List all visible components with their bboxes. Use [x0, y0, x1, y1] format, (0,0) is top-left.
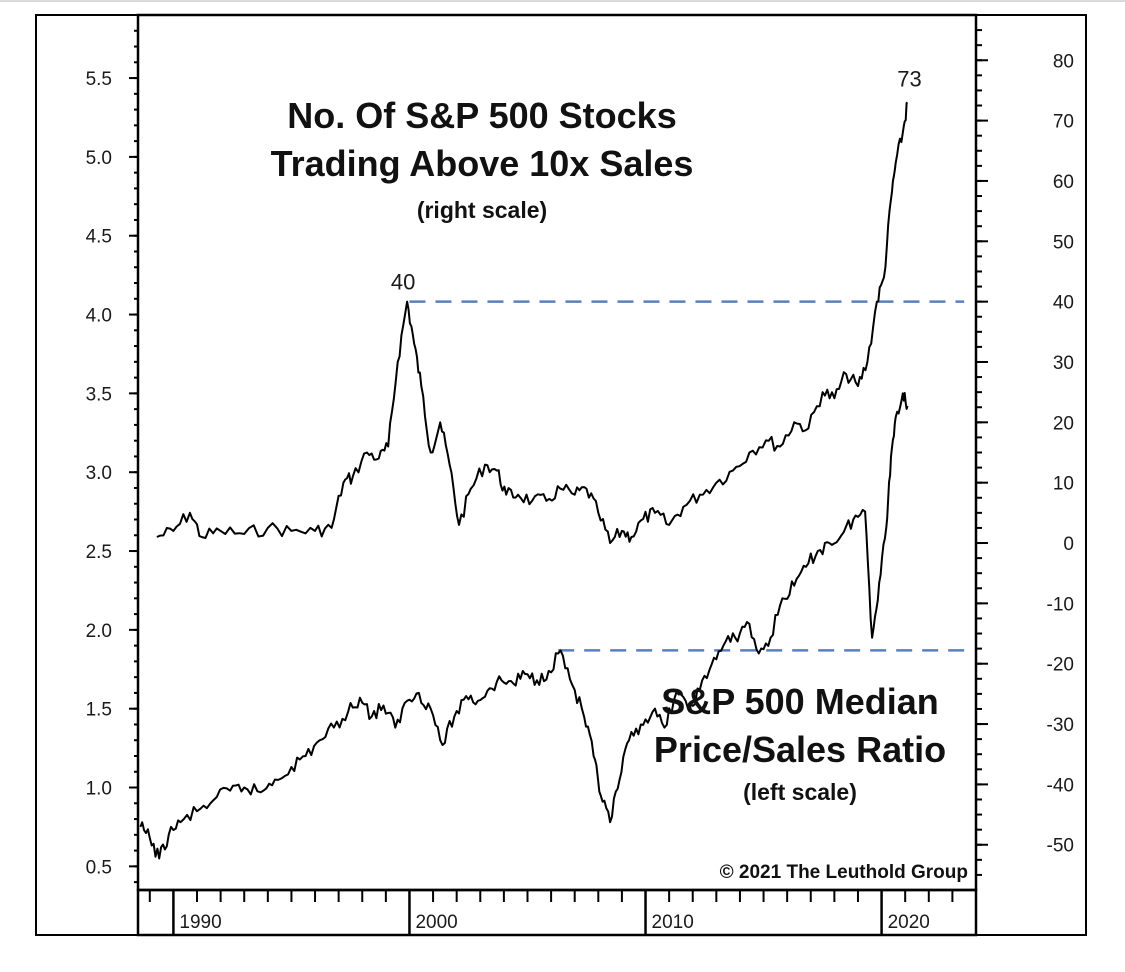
series-line-2	[139, 392, 909, 860]
right-tick-label: -30	[1047, 715, 1074, 736]
x-tick-label: 2000	[415, 912, 457, 933]
series-2-title-line-1: S&P 500 Median	[661, 681, 938, 722]
right-tick-label: 60	[1053, 172, 1074, 193]
left-tick-label: 2.5	[86, 542, 112, 563]
right-tick-label: 10	[1053, 474, 1074, 495]
right-tick-label: 0	[1063, 534, 1074, 555]
series-1-title-line-1: No. Of S&P 500 Stocks	[287, 95, 676, 136]
series-1-title-line-2: Trading Above 10x Sales	[271, 143, 694, 184]
left-tick-label: 1.5	[86, 700, 112, 721]
right-tick-label: 40	[1053, 293, 1074, 314]
right-tick-label: -10	[1047, 594, 1074, 615]
left-tick-label: 3.5	[86, 384, 112, 405]
right-tick-label: -50	[1047, 836, 1074, 857]
x-tick-label: 1990	[179, 912, 221, 933]
right-tick-label: 30	[1053, 353, 1074, 374]
right-tick-label: -20	[1047, 655, 1074, 676]
series-lines	[139, 101, 909, 860]
peak-label-2000: 40	[391, 270, 415, 295]
top-border-line	[0, 0, 1125, 2]
right-tick-label: 80	[1053, 51, 1074, 72]
left-tick-label: 2.0	[86, 621, 112, 642]
end-label-2021: 73	[897, 67, 921, 92]
left-tick-label: 4.5	[86, 227, 112, 248]
left-tick-label: 0.5	[86, 857, 112, 878]
series-line-1	[156, 101, 908, 544]
series-1-scale-note: (right scale)	[417, 197, 547, 223]
series-2-title-line-2: Price/Sales Ratio	[654, 729, 946, 770]
left-axis: 0.5 1.0 1.5 2.0 2.5 3.0 3.5 4.0 4.5 5.0 5.5	[86, 29, 138, 884]
left-tick-label: 1.0	[86, 779, 112, 800]
reference-lines	[409, 300, 965, 652]
left-tick-label: 3.0	[86, 463, 112, 484]
series-2-scale-note: (left scale)	[743, 779, 857, 805]
left-tick-label: 5.0	[86, 148, 112, 169]
left-tick-label: 5.5	[86, 69, 112, 90]
right-tick-label: 70	[1053, 112, 1074, 133]
right-tick-label: 50	[1053, 232, 1074, 253]
copyright-credit: © 2021 The Leuthold Group	[720, 862, 968, 883]
right-tick-label: -40	[1047, 775, 1074, 796]
x-axis: 1990 2000 2010 2020	[148, 890, 954, 934]
x-axis-band	[136, 888, 978, 937]
right-axis: -50 -40 -30 -20 -10 0 10 20 30 40 50 60 70 80	[976, 29, 1074, 876]
left-tick-label: 4.0	[86, 306, 112, 327]
right-tick-label: 20	[1053, 413, 1074, 434]
chart-frame	[35, 14, 1087, 936]
x-tick-label: 2010	[652, 912, 694, 933]
annotations: 40 73	[391, 67, 922, 295]
x-tick-label: 2020	[888, 912, 930, 933]
